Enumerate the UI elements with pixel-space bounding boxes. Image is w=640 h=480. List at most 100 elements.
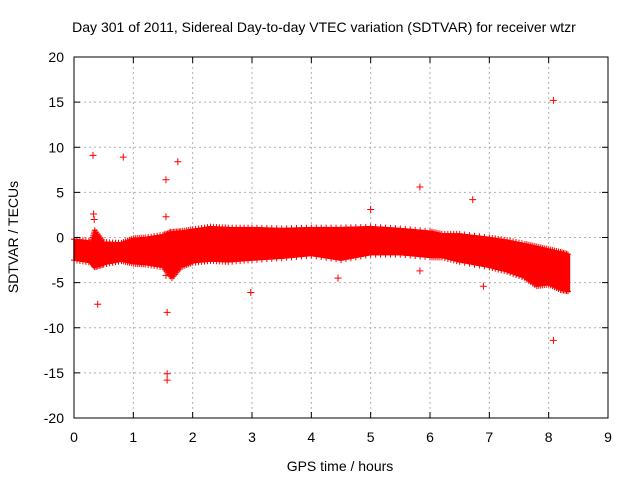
y-tick-label: -15 bbox=[44, 365, 64, 381]
y-tick-label: -5 bbox=[52, 275, 65, 291]
y-tick-label: 15 bbox=[48, 94, 64, 110]
x-tick-label: 7 bbox=[485, 429, 493, 445]
band-marker bbox=[362, 252, 369, 259]
x-tick-label: 3 bbox=[248, 429, 256, 445]
band-marker bbox=[456, 258, 463, 265]
band-marker bbox=[109, 259, 116, 266]
band-marker bbox=[357, 253, 364, 260]
band-marker bbox=[313, 253, 320, 260]
band-marker bbox=[498, 267, 505, 274]
band-marker bbox=[347, 255, 354, 262]
x-tick-label: 9 bbox=[604, 429, 612, 445]
band-marker bbox=[323, 254, 330, 261]
band-marker bbox=[328, 255, 335, 262]
band-marker bbox=[333, 256, 340, 263]
x-tick-label: 0 bbox=[70, 429, 78, 445]
band-marker bbox=[518, 274, 525, 281]
y-tick-label: -20 bbox=[44, 410, 64, 426]
data-point bbox=[162, 176, 170, 184]
band-marker bbox=[518, 240, 525, 247]
data-point bbox=[166, 228, 174, 236]
band-marker bbox=[308, 252, 315, 259]
band-marker bbox=[456, 230, 463, 237]
band-marker bbox=[438, 254, 445, 261]
band-marker bbox=[486, 264, 493, 271]
data-point bbox=[247, 289, 255, 297]
band-marker bbox=[106, 260, 113, 267]
band-marker bbox=[342, 256, 349, 263]
band-marker bbox=[501, 268, 508, 275]
data-point bbox=[416, 183, 424, 191]
band-marker bbox=[318, 254, 325, 261]
axis-ticks: 0 1 2 3 4 5 6 7 8 9 -20 -15 -10 -5 0 5 10 15 20 bbox=[44, 49, 612, 445]
band-marker bbox=[461, 259, 468, 266]
band-marker bbox=[510, 270, 517, 277]
x-tick-label: 5 bbox=[367, 429, 375, 445]
data-point bbox=[162, 271, 170, 279]
band-marker bbox=[453, 258, 460, 265]
band-marker bbox=[507, 237, 514, 244]
band-marker bbox=[504, 237, 511, 244]
band-marker bbox=[461, 231, 468, 238]
band-marker bbox=[495, 266, 502, 273]
data-point bbox=[469, 196, 477, 204]
band-marker bbox=[564, 288, 571, 295]
band-marker bbox=[447, 256, 454, 263]
band-marker bbox=[476, 262, 483, 269]
band-marker bbox=[516, 273, 522, 280]
band-marker bbox=[481, 233, 488, 240]
data-point bbox=[89, 151, 97, 159]
band-marker bbox=[466, 232, 473, 239]
band-edge-markers bbox=[71, 223, 571, 295]
band-marker bbox=[444, 255, 451, 262]
data-series bbox=[71, 96, 571, 384]
y-tick-label: 0 bbox=[56, 230, 64, 246]
x-tick-label: 6 bbox=[426, 429, 434, 445]
band-marker bbox=[471, 232, 478, 239]
data-point bbox=[549, 96, 557, 104]
band-marker bbox=[489, 265, 496, 272]
band-marker bbox=[513, 239, 520, 246]
chart-title: Day 301 of 2011, Sidereal Day-to-day VTE… bbox=[72, 19, 576, 35]
x-tick-label: 8 bbox=[545, 429, 553, 445]
y-tick-label: -10 bbox=[44, 320, 64, 336]
band-marker bbox=[338, 257, 344, 264]
y-tick-label: 20 bbox=[48, 49, 64, 65]
band-marker bbox=[516, 239, 522, 246]
band-marker bbox=[471, 261, 478, 268]
data-point bbox=[163, 370, 171, 378]
band-marker bbox=[112, 259, 119, 266]
band-marker bbox=[564, 251, 571, 258]
y-axis-label: SDTVAR / TECUs bbox=[5, 181, 21, 293]
band-marker bbox=[100, 261, 107, 268]
data-point bbox=[416, 267, 424, 275]
data-point bbox=[162, 213, 170, 221]
data-point bbox=[90, 210, 98, 218]
data-point bbox=[90, 215, 98, 223]
band-marker bbox=[450, 257, 457, 264]
band-marker bbox=[504, 268, 511, 275]
band-marker bbox=[466, 260, 473, 267]
band-marker bbox=[352, 254, 359, 261]
x-tick-label: 4 bbox=[307, 429, 315, 445]
data-point bbox=[163, 308, 171, 316]
band-marker bbox=[513, 271, 520, 278]
band-marker bbox=[103, 260, 110, 267]
band-marker bbox=[510, 238, 517, 245]
data-point bbox=[163, 376, 171, 384]
band-marker bbox=[507, 269, 514, 276]
band-marker bbox=[441, 255, 448, 262]
data-point bbox=[334, 274, 342, 282]
x-tick-label: 2 bbox=[189, 429, 197, 445]
data-point bbox=[119, 153, 127, 161]
data-point bbox=[94, 300, 102, 308]
x-tick-label: 1 bbox=[129, 429, 137, 445]
data-point bbox=[174, 158, 182, 166]
data-point bbox=[479, 282, 487, 290]
band-marker bbox=[476, 233, 483, 240]
data-point bbox=[549, 336, 557, 344]
band-marker bbox=[492, 265, 499, 272]
x-axis-label: GPS time / hours bbox=[287, 458, 394, 474]
y-tick-label: 5 bbox=[56, 184, 64, 200]
